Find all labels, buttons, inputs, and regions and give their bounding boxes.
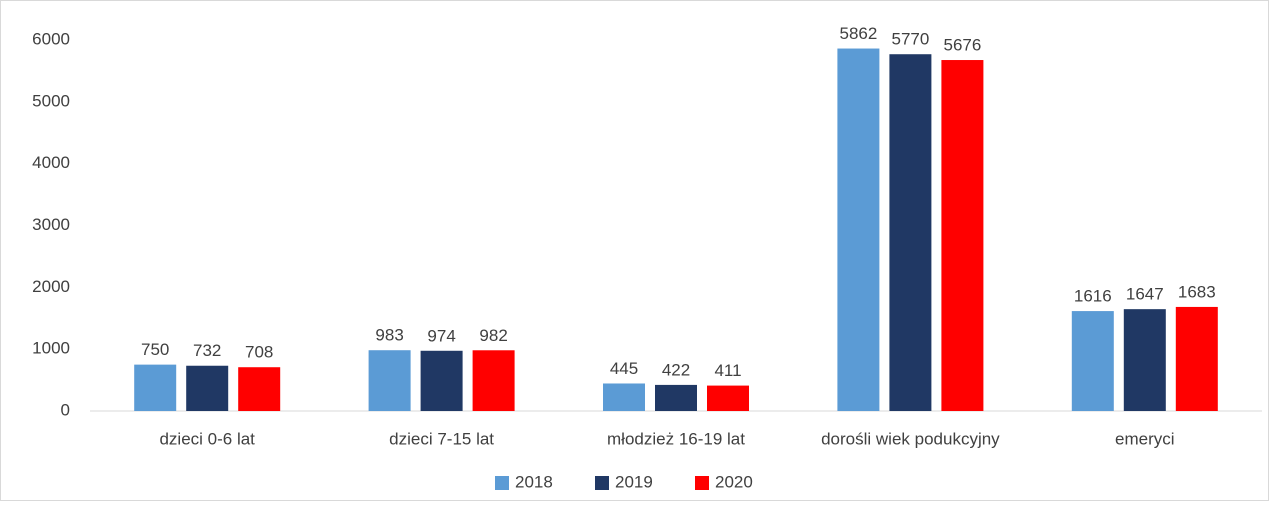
bar <box>1123 309 1166 411</box>
bar <box>186 365 229 411</box>
bar <box>889 54 932 411</box>
value-label: 1647 <box>1126 285 1164 304</box>
y-tick-label: 2000 <box>32 277 70 296</box>
value-label: 5770 <box>891 30 929 49</box>
x-tick-label: dzieci 0-6 lat <box>159 429 255 448</box>
bar <box>368 350 411 411</box>
bar <box>837 48 880 412</box>
legend-swatch <box>695 476 709 490</box>
value-label: 1616 <box>1074 287 1112 306</box>
x-tick-label: dzieci 7-15 lat <box>389 429 494 448</box>
bar <box>655 384 697 411</box>
x-tick-label: emeryci <box>1115 429 1175 448</box>
bar <box>941 60 984 412</box>
bar <box>1071 311 1114 411</box>
y-tick-label: 4000 <box>32 153 70 172</box>
legend-swatch <box>495 476 509 490</box>
bar <box>1175 306 1218 411</box>
bar <box>707 385 749 411</box>
legend-label: 2019 <box>615 472 653 491</box>
y-tick-label: 1000 <box>32 339 70 358</box>
bar <box>238 367 281 411</box>
legend-label: 2020 <box>715 472 753 491</box>
value-label: 732 <box>193 341 221 360</box>
value-label: 5862 <box>839 24 877 43</box>
value-label: 5676 <box>943 36 981 55</box>
y-tick-label: 5000 <box>32 91 70 110</box>
x-tick-label: dorośli wiek podukcyjny <box>821 429 1000 448</box>
value-label: 974 <box>427 326 455 345</box>
bar <box>134 364 177 411</box>
y-tick-label: 6000 <box>32 29 70 48</box>
value-label: 982 <box>479 326 507 345</box>
value-label: 445 <box>610 359 638 378</box>
value-label: 411 <box>714 361 741 380</box>
y-tick-label: 0 <box>61 400 70 419</box>
bar <box>420 350 463 411</box>
value-label: 750 <box>141 340 169 359</box>
value-label: 1683 <box>1178 282 1216 301</box>
y-tick-label: 3000 <box>32 215 70 234</box>
legend-swatch <box>595 476 609 490</box>
value-label: 983 <box>375 326 403 345</box>
x-tick-label: młodzież 16-19 lat <box>607 429 745 448</box>
value-label: 708 <box>245 343 273 362</box>
value-label: 422 <box>662 360 690 379</box>
bar <box>472 350 515 411</box>
legend-label: 2018 <box>515 472 553 491</box>
bar <box>603 383 645 411</box>
